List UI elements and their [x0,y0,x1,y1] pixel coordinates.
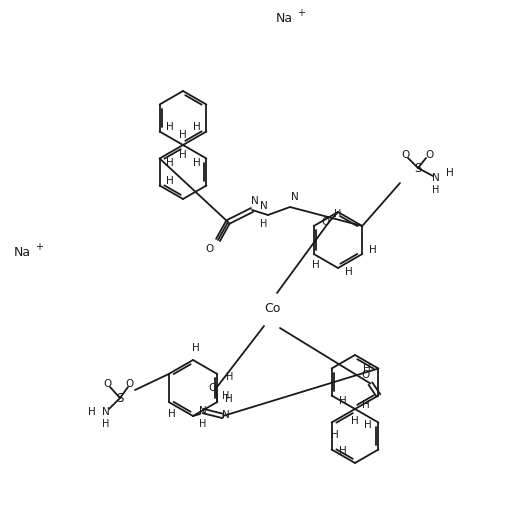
Text: H: H [199,419,207,429]
Text: N: N [102,407,110,417]
Text: S: S [414,161,422,174]
Text: H: H [446,168,454,178]
Text: H: H [225,372,233,382]
Text: Na: Na [276,11,293,24]
Text: O: O [361,370,370,379]
Text: N: N [432,173,440,183]
Text: O: O [104,379,112,389]
Text: H: H [351,416,359,426]
Text: N: N [291,192,299,202]
Text: O: O [402,150,410,160]
Text: H: H [166,158,174,169]
Text: Na: Na [13,245,31,258]
Text: H: H [363,420,371,430]
Text: H: H [102,419,110,429]
Text: H: H [334,209,342,219]
Text: H: H [432,185,440,195]
Text: H: H [260,219,268,229]
Text: O: O [126,379,134,389]
Text: +: + [297,8,305,18]
Text: H: H [88,407,96,417]
Text: H: H [179,150,187,160]
Text: N: N [260,201,268,211]
Text: Co: Co [264,302,280,315]
Text: H: H [166,175,174,185]
Text: H: H [222,391,229,401]
Text: H: H [345,267,353,277]
Text: H: H [179,130,187,140]
Text: H: H [312,260,320,270]
Text: O: O [426,150,434,160]
Text: O: O [206,244,214,254]
Text: H: H [339,395,346,405]
Text: H: H [193,121,200,131]
Text: H: H [166,121,174,131]
Text: H: H [362,400,370,410]
Text: N: N [251,196,259,206]
Text: H: H [339,446,346,457]
Text: H: H [225,394,233,404]
Text: H: H [362,363,370,374]
Text: S: S [116,391,124,404]
Text: N: N [222,410,230,420]
Text: H: H [369,245,377,255]
Text: H: H [192,343,200,353]
Text: O: O [208,383,216,393]
Text: H: H [193,158,200,169]
Text: H: H [331,430,339,440]
Text: N: N [199,406,207,416]
Text: +: + [35,242,43,252]
Text: O: O [321,217,329,227]
Text: H: H [168,409,176,419]
